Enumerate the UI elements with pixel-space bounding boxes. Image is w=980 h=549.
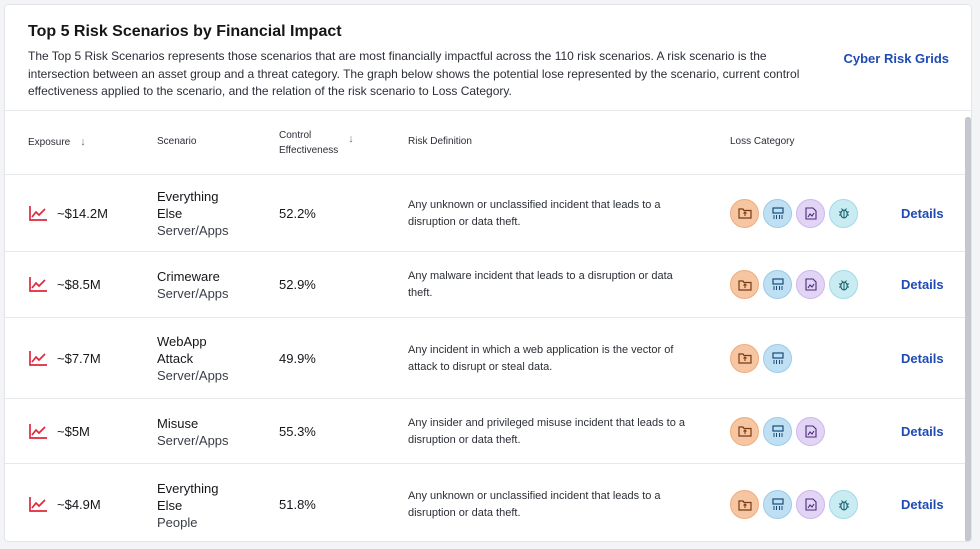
server-icon[interactable]: [763, 343, 792, 373]
scenario-cell: Misuse Server/Apps: [157, 415, 267, 449]
scenario-cell: WebApp Attack Server/Apps: [157, 333, 267, 384]
bug-icon[interactable]: [829, 270, 858, 299]
scenario-asset-group: People: [157, 514, 198, 530]
exposure-cell: ~$8.5M: [28, 276, 101, 293]
column-loss-label: Loss Category: [730, 136, 795, 147]
control-effectiveness-value: 55.3%: [279, 423, 316, 439]
chart-file-icon[interactable]: [796, 416, 825, 446]
table-row: ~$4.9M Everything Else People 51.8% Any …: [5, 464, 971, 541]
loss-category-badges: [730, 198, 862, 228]
loss-category-badges: [730, 490, 862, 519]
chart-file-icon[interactable]: [796, 198, 825, 228]
control-effectiveness-value: 52.9%: [279, 277, 316, 292]
folder-icon[interactable]: [730, 270, 759, 299]
cyber-risk-grids-link[interactable]: Cyber Risk Grids: [843, 51, 950, 66]
server-icon[interactable]: [763, 490, 792, 519]
risk-definition-text: Any unknown or unclassified incident tha…: [408, 490, 661, 519]
scenario-name: WebApp: [157, 334, 207, 349]
scenario-asset-group: Server/Apps: [157, 286, 229, 301]
column-loss-category: Loss Category: [730, 136, 794, 147]
column-scenario: Scenario: [157, 136, 196, 147]
risk-scenarios-card: Top 5 Risk Scenarios by Financial Impact…: [4, 4, 972, 542]
loss-category-badges: [730, 416, 829, 446]
folder-icon[interactable]: [730, 198, 759, 228]
exposure-value: ~$5M: [57, 423, 90, 439]
loss-category-badges: [730, 343, 796, 373]
details-link[interactable]: Details: [901, 205, 944, 221]
column-risk-definition: Risk Definition: [408, 136, 472, 147]
scrollbar-thumb[interactable]: [965, 117, 971, 541]
server-icon[interactable]: [763, 270, 792, 299]
folder-icon[interactable]: [730, 416, 759, 446]
sort-arrow-icon[interactable]: ↓: [80, 136, 86, 148]
risk-definition-text: Any incident in which a web application …: [408, 343, 674, 373]
table-body: ~$14.2M Everything Else Server/Apps 52.2…: [5, 175, 971, 541]
sort-arrow-icon[interactable]: ↓: [348, 133, 354, 145]
column-control-label-2: Effectiveness: [279, 145, 339, 156]
chart-file-icon[interactable]: [796, 490, 825, 519]
exposure-cell: ~$14.2M: [28, 205, 108, 222]
trend-chart-icon: [28, 423, 57, 440]
column-definition-label: Risk Definition: [408, 136, 472, 147]
exposure-value: ~$4.9M: [57, 497, 101, 512]
exposure-value: ~$7.7M: [57, 350, 101, 366]
scenario-name: Crimeware: [157, 269, 220, 284]
details-link[interactable]: Details: [901, 497, 944, 512]
scenario-name-cont: Attack: [157, 351, 194, 366]
control-effectiveness-value: 52.2%: [279, 205, 316, 221]
scenario-name: Misuse: [157, 415, 199, 431]
card-description: The Top 5 Risk Scenarios represents thos…: [28, 49, 800, 98]
scrollbar[interactable]: [965, 117, 971, 541]
scenario-name: Everything: [157, 189, 219, 204]
exposure-cell: ~$5M: [28, 423, 90, 440]
loss-category-badges: [730, 270, 862, 299]
server-icon[interactable]: [763, 198, 792, 228]
scenario-cell: Crimeware Server/Apps: [157, 268, 267, 302]
table-row: ~$7.7M WebApp Attack Server/Apps 49.9% A…: [5, 318, 971, 399]
exposure-value: ~$14.2M: [57, 205, 108, 221]
control-effectiveness-value: 51.8%: [279, 497, 316, 512]
scenario-asset-group: Server/Apps: [157, 223, 229, 238]
risk-definition-text: Any insider and privileged misuse incide…: [408, 416, 685, 446]
table-row: ~$14.2M Everything Else Server/Apps 52.2…: [5, 175, 971, 252]
scenario-name: Everything: [157, 480, 219, 496]
bug-icon[interactable]: [829, 490, 858, 519]
exposure-value: ~$8.5M: [57, 277, 101, 292]
scenario-cell: Everything Else Server/Apps: [157, 188, 267, 239]
risk-definition-text: Any unknown or unclassified incident tha…: [408, 198, 661, 228]
exposure-cell: ~$4.9M: [28, 496, 101, 513]
scenario-name-cont: Else: [157, 497, 183, 513]
trend-chart-icon: [28, 276, 57, 293]
details-link[interactable]: Details: [901, 350, 944, 366]
card-title: Top 5 Risk Scenarios by Financial Impact: [28, 23, 342, 40]
scenario-asset-group: Server/Apps: [157, 368, 229, 383]
card-header: Top 5 Risk Scenarios by Financial Impact…: [5, 5, 971, 111]
column-exposure-label: Exposure: [28, 136, 71, 148]
details-link[interactable]: Details: [901, 277, 944, 292]
chart-file-icon[interactable]: [796, 270, 825, 299]
details-link[interactable]: Details: [901, 423, 944, 439]
column-exposure[interactable]: Exposure ↓: [28, 136, 86, 148]
table-header: Exposure ↓ Scenario Control Effectivenes…: [5, 111, 971, 175]
column-control-label-1: Control: [279, 130, 312, 141]
control-effectiveness-value: 49.9%: [279, 350, 316, 366]
table-row: ~$5M Misuse Server/Apps 55.3% Any inside…: [5, 399, 971, 464]
scenario-cell: Everything Else People: [157, 480, 267, 531]
table-row: ~$8.5M Crimeware Server/Apps 52.9% Any m…: [5, 252, 971, 318]
scenario-asset-group: Server/Apps: [157, 432, 229, 448]
column-control-effectiveness[interactable]: Control Effectiveness ↓: [279, 128, 354, 158]
scenario-name-cont: Else: [157, 206, 183, 221]
server-icon[interactable]: [763, 416, 792, 446]
risk-definition-text: Any malware incident that leads to a dis…: [408, 270, 673, 299]
folder-icon[interactable]: [730, 343, 759, 373]
bug-icon[interactable]: [829, 198, 858, 228]
trend-chart-icon: [28, 205, 57, 222]
trend-chart-icon: [28, 496, 57, 513]
exposure-cell: ~$7.7M: [28, 350, 101, 367]
column-scenario-label: Scenario: [157, 136, 197, 147]
folder-icon[interactable]: [730, 490, 759, 519]
trend-chart-icon: [28, 350, 57, 367]
